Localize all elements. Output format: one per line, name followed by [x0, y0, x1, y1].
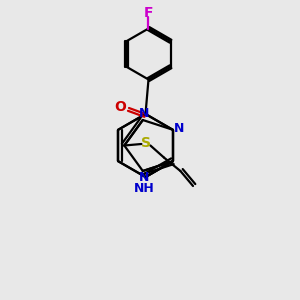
Text: N: N: [139, 107, 149, 120]
Text: NH: NH: [134, 182, 154, 195]
Text: O: O: [115, 100, 127, 114]
Text: F: F: [144, 6, 153, 20]
Text: S: S: [141, 136, 151, 150]
Text: N: N: [174, 122, 184, 135]
Text: N: N: [139, 171, 149, 184]
